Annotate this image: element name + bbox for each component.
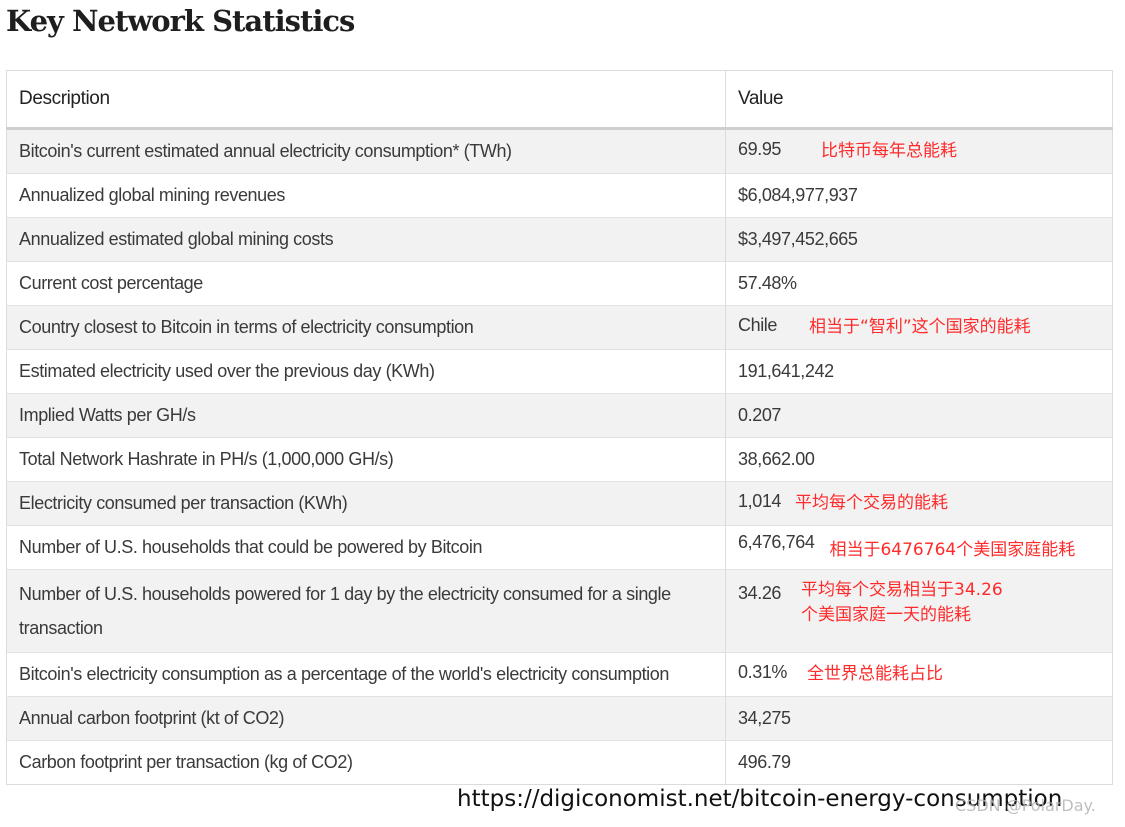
row-annotation: 全世界总能耗占比 bbox=[807, 664, 944, 684]
table-row: Annualized global mining revenues $6,084,… bbox=[6, 173, 1113, 218]
row-value: 38,662.00 bbox=[738, 449, 815, 469]
row-value: 57.48% bbox=[738, 273, 797, 293]
row-value-cell: 57.48% bbox=[725, 261, 1113, 306]
row-description: Electricity consumed per transaction (KW… bbox=[6, 481, 726, 526]
table-body: Bitcoin's current estimated annual elect… bbox=[6, 128, 1113, 785]
row-value: Chile bbox=[738, 315, 778, 335]
table-row: Bitcoin's electricity consumption as a p… bbox=[6, 652, 1113, 697]
row-annotation: 比特币每年总能耗 bbox=[821, 141, 958, 161]
row-value: $6,084,977,937 bbox=[738, 185, 858, 205]
row-description: Country closest to Bitcoin in terms of e… bbox=[6, 305, 726, 350]
table-row: Bitcoin's current estimated annual elect… bbox=[6, 128, 1113, 174]
source-url: https://digiconomist.net/bitcoin-energy-… bbox=[457, 786, 1063, 812]
row-description: Annualized global mining revenues bbox=[6, 173, 726, 218]
table-row: Number of U.S. households that could be … bbox=[6, 525, 1113, 570]
row-value: 1,014 bbox=[738, 491, 782, 511]
row-value: 191,641,242 bbox=[738, 361, 834, 381]
table-row: Estimated electricity used over the prev… bbox=[6, 349, 1113, 394]
row-value-cell: 6,476,764 相当于6476764个美国家庭能耗 bbox=[725, 525, 1113, 570]
row-value-cell: 69.95 比特币每年总能耗 bbox=[725, 128, 1113, 174]
row-description: Bitcoin's electricity consumption as a p… bbox=[6, 652, 726, 697]
row-description: Annual carbon footprint (kt of CO2) bbox=[6, 696, 726, 741]
row-value-cell: 0.31% 全世界总能耗占比 bbox=[725, 652, 1113, 697]
row-value: 0.207 bbox=[738, 405, 782, 425]
table-row: Implied Watts per GH/s 0.207 bbox=[6, 393, 1113, 438]
row-value: 69.95 bbox=[738, 139, 782, 159]
row-annotation: 平均每个交易的能耗 bbox=[795, 493, 949, 513]
table-row: Country closest to Bitcoin in terms of e… bbox=[6, 305, 1113, 350]
statistics-table: Description Value Bitcoin's current esti… bbox=[6, 70, 1113, 785]
row-description: Implied Watts per GH/s bbox=[6, 393, 726, 438]
watermark-text: CSDN @PolarDay. bbox=[955, 796, 1096, 815]
row-description: Number of U.S. households that could be … bbox=[6, 525, 726, 570]
table-header-row: Description Value bbox=[6, 70, 1113, 130]
row-description: Carbon footprint per transaction (kg of … bbox=[6, 740, 726, 785]
table-row: Carbon footprint per transaction (kg of … bbox=[6, 740, 1113, 785]
row-value-cell: 496.79 bbox=[725, 740, 1113, 785]
row-value: 34,275 bbox=[738, 708, 791, 728]
table-row: Total Network Hashrate in PH/s (1,000,00… bbox=[6, 437, 1113, 482]
row-value: 0.31% bbox=[738, 662, 788, 682]
row-value-cell: Chile 相当于“智利”这个国家的能耗 bbox=[725, 305, 1113, 350]
row-value-cell: 0.207 bbox=[725, 393, 1113, 438]
row-value: 496.79 bbox=[738, 752, 791, 772]
row-description: Estimated electricity used over the prev… bbox=[6, 349, 726, 394]
row-description: Current cost percentage bbox=[6, 261, 726, 306]
row-value: 34.26 bbox=[738, 583, 782, 603]
row-value-cell: $3,497,452,665 bbox=[725, 217, 1113, 262]
row-value-cell: 1,014 平均每个交易的能耗 bbox=[725, 481, 1113, 526]
description-column-header: Description bbox=[6, 70, 726, 130]
row-description: Total Network Hashrate in PH/s (1,000,00… bbox=[6, 437, 726, 482]
row-description: Number of U.S. households powered for 1 … bbox=[6, 569, 726, 653]
table-row: Annual carbon footprint (kt of CO2) 34,27… bbox=[6, 696, 1113, 741]
value-column-header: Value bbox=[725, 70, 1113, 130]
row-description: Bitcoin's current estimated annual elect… bbox=[6, 128, 726, 174]
row-value-cell: 34.26 平均每个交易相当于34.26 个美国家庭一天的能耗 bbox=[725, 569, 1113, 653]
row-value-cell: $6,084,977,937 bbox=[725, 173, 1113, 218]
row-value-cell: 38,662.00 bbox=[725, 437, 1113, 482]
table-row: Annualized estimated global mining costs… bbox=[6, 217, 1113, 262]
row-value: $3,497,452,665 bbox=[738, 229, 858, 249]
row-description: Annualized estimated global mining costs bbox=[6, 217, 726, 262]
row-annotation: 平均每个交易相当于34.26 个美国家庭一天的能耗 bbox=[801, 580, 1003, 625]
page-title: Key Network Statistics bbox=[6, 4, 355, 38]
row-value-cell: 34,275 bbox=[725, 696, 1113, 741]
row-annotation: 相当于“智利”这个国家的能耗 bbox=[809, 317, 1031, 337]
row-annotation: 相当于6476764个美国家庭能耗 bbox=[829, 540, 1076, 560]
row-value-cell: 191,641,242 bbox=[725, 349, 1113, 394]
table-row: Electricity consumed per transaction (KW… bbox=[6, 481, 1113, 526]
table-row: Current cost percentage 57.48% bbox=[6, 261, 1113, 306]
row-value: 6,476,764 bbox=[738, 532, 815, 552]
table-row: Number of U.S. households powered for 1 … bbox=[6, 569, 1113, 653]
